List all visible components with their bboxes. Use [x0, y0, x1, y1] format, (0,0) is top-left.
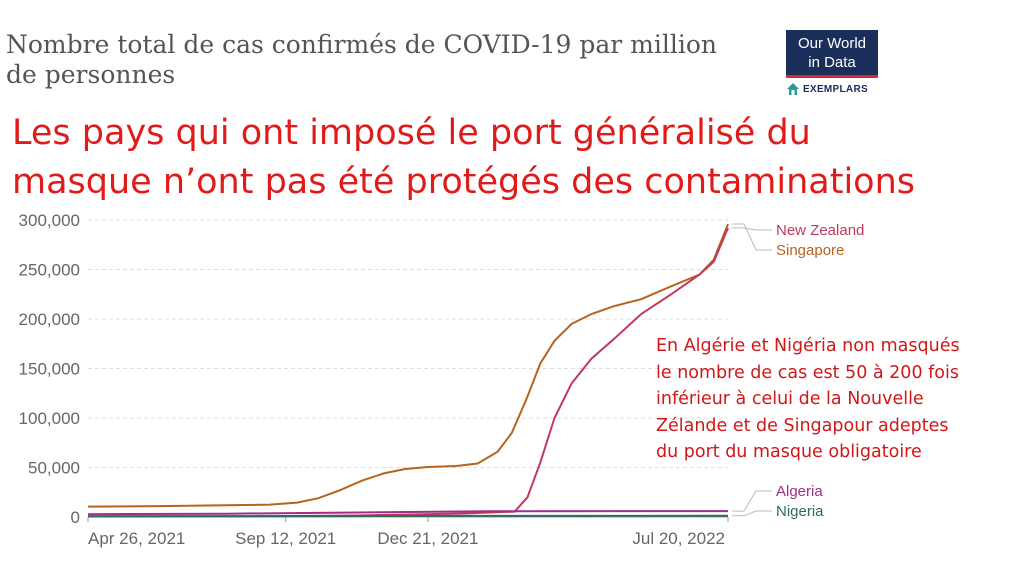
x-tick-label: Apr 26, 2021 [88, 529, 185, 548]
y-tick-label: 100,000 [19, 409, 80, 428]
annotation-text: En Algérie et Nigéria non masqués le nom… [656, 333, 1016, 466]
series-label: Singapore [776, 242, 844, 259]
exemplars-icon [787, 83, 799, 95]
exemplars-badge: EXEMPLARS [786, 82, 878, 96]
logo-line-2: in Data [808, 54, 856, 71]
annotation-line: Zélande et de Singapour adeptes [656, 415, 949, 436]
owid-logo-box: Our World in Data [786, 30, 878, 78]
x-tick-label: Jul 20, 2022 [632, 529, 725, 548]
series-label: New Zealand [776, 222, 864, 239]
y-tick-label: 250,000 [19, 261, 80, 280]
label-leader-line [732, 223, 772, 251]
y-tick-label: 200,000 [19, 310, 80, 329]
y-tick-label: 50,000 [28, 459, 80, 478]
annotation-line: le nombre de cas est 50 à 200 fois [656, 362, 959, 383]
series-line-algeria [87, 510, 729, 516]
annotation-line: du port du masque obligatoire [656, 442, 922, 462]
label-leader-line [732, 490, 772, 512]
x-axis: Apr 26, 2021 Sep 12, 2021 Dec 21, 2021 Jul … [87, 516, 729, 548]
annotation-line: inférieur à celui de la Nouvelle [656, 389, 924, 409]
headline-line-2: masque n’ont pas été protégés des contam… [12, 162, 915, 202]
y-tick-label: 150,000 [19, 360, 80, 379]
owid-chart-title: Nombre total de cas confirmés de COVID-1… [6, 30, 718, 89]
logo-line-1: Our World [797, 35, 867, 52]
y-tick-label: 300,000 [19, 211, 80, 230]
headline: Les pays qui ont imposé le port générali… [12, 109, 1012, 207]
owid-logo: Our World in Data EXEMPLARS [786, 30, 878, 96]
exemplars-label: EXEMPLARS [803, 83, 868, 95]
series-label: Nigeria [776, 503, 824, 520]
series-labels: Singapore New Zealand Algeria Nigeria [732, 222, 864, 520]
label-leader-line [732, 227, 772, 231]
annotation-line: En Algérie et Nigéria non masqués [656, 336, 960, 356]
series-label: Algeria [776, 483, 823, 500]
y-axis: 0 50,000 100,000 150,000 200,000 250,000 300,0… [19, 211, 80, 527]
grid-lines [88, 219, 728, 468]
series-lines [87, 223, 729, 518]
x-tick-label: Sep 12, 2021 [235, 529, 336, 548]
headline-line-1: Les pays qui ont imposé le port générali… [12, 113, 811, 153]
x-tick-label: Dec 21, 2021 [377, 529, 478, 548]
y-tick-label: 0 [71, 508, 80, 527]
series-line-singapore [87, 223, 729, 508]
label-leader-line [732, 510, 772, 517]
series-line-new-zealand [87, 227, 729, 518]
